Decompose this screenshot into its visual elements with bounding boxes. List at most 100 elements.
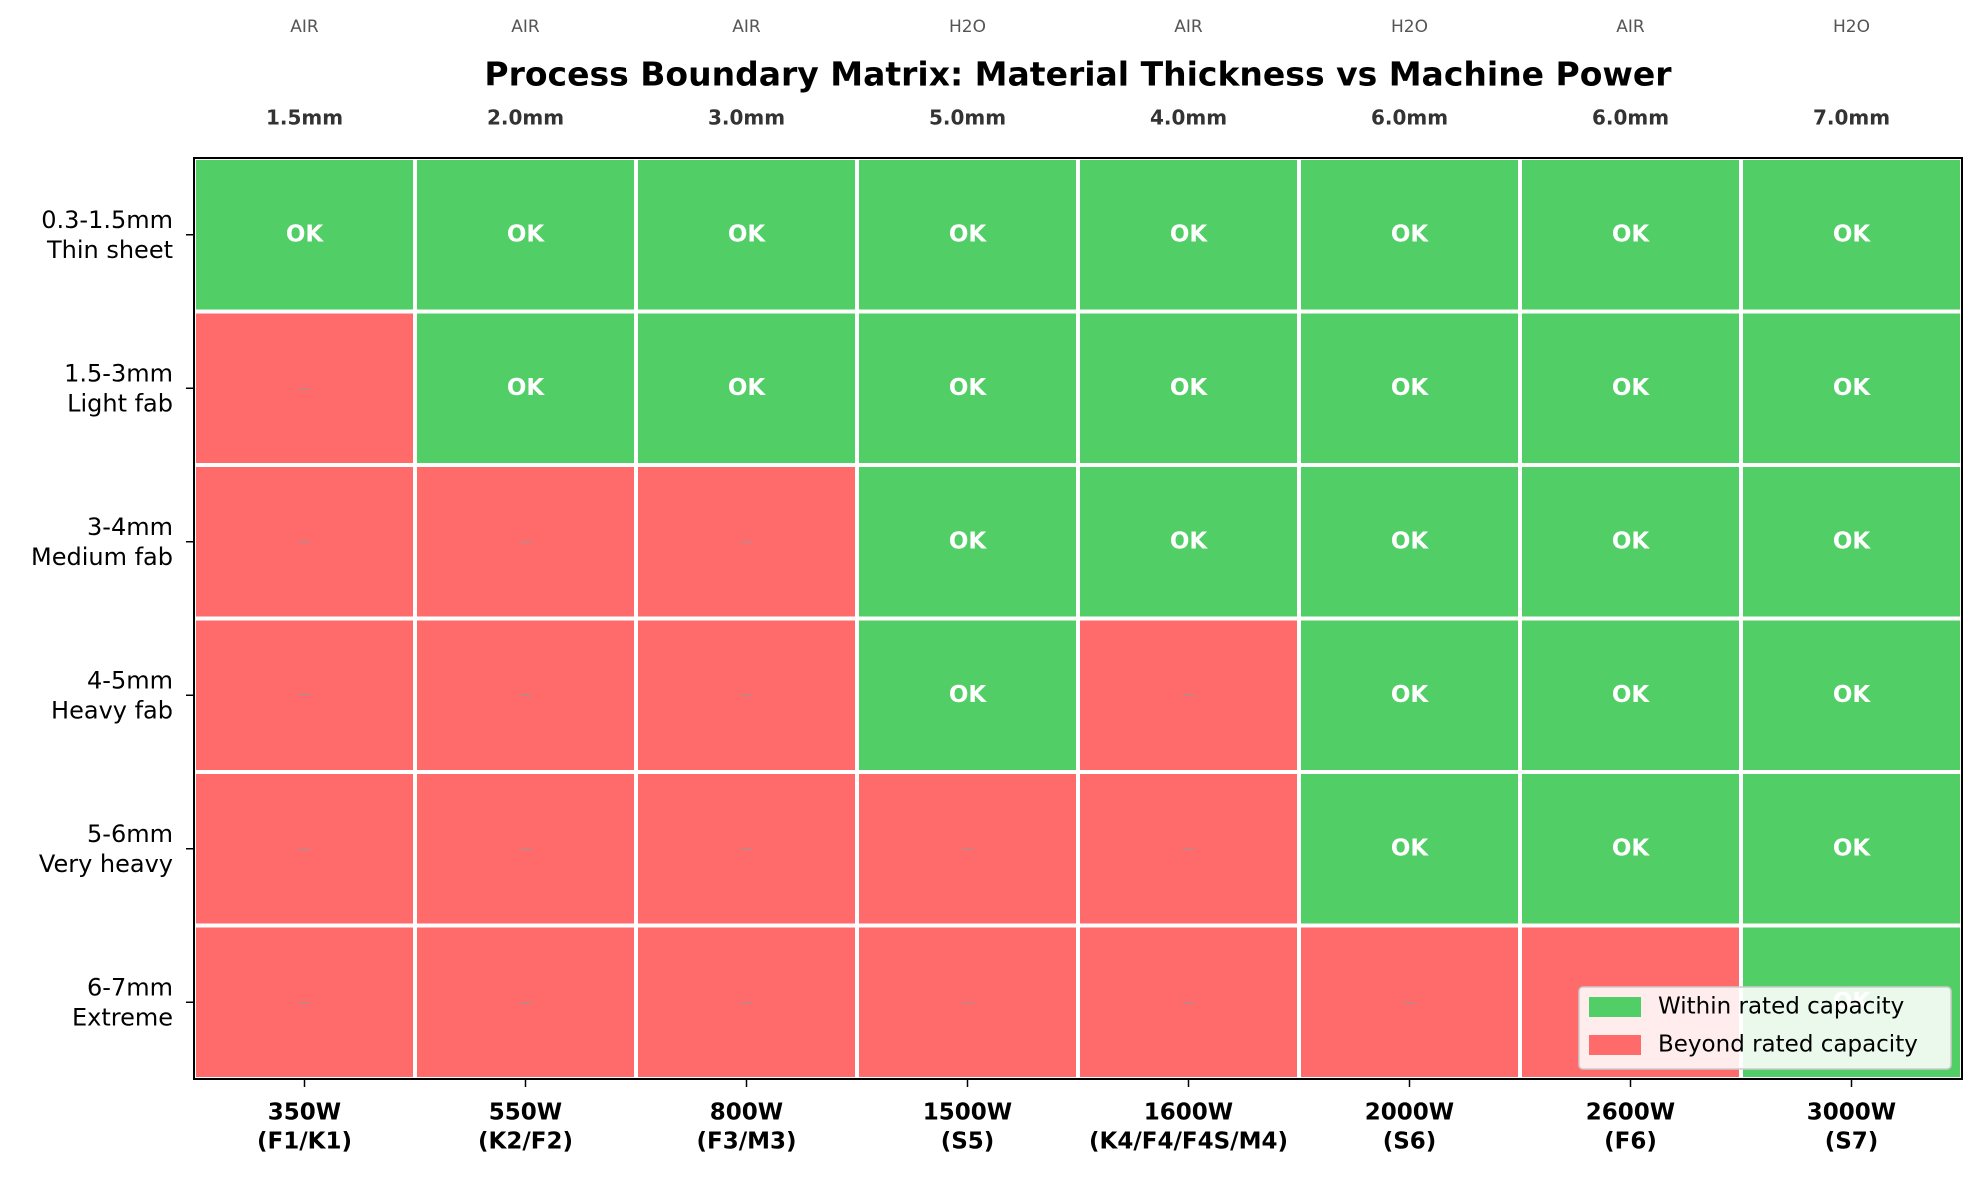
cell: [855, 770, 1080, 928]
y-tick-sublabel: Medium fab: [31, 543, 173, 571]
y-tick-label: 1.5-3mm: [64, 359, 173, 387]
cell-label: —: [1182, 995, 1195, 1010]
x-tick-sublabel: (F6): [1604, 1129, 1657, 1155]
cell-label: OK: [286, 221, 325, 247]
cell-label: OK: [1391, 835, 1430, 861]
y-tick-sublabel: Extreme: [72, 1003, 173, 1031]
cell: [634, 923, 859, 1081]
cooling-label: AIR: [732, 17, 761, 37]
x-tick-label: 3000W: [1807, 1100, 1896, 1126]
cell-label: —: [298, 534, 311, 549]
cooling-label: AIR: [290, 17, 319, 37]
x-tick-label: 1600W: [1144, 1100, 1233, 1126]
plot-frame: [193, 157, 1963, 1080]
cell-label: OK: [728, 221, 767, 247]
x-tick-label: 550W: [489, 1100, 562, 1126]
cooling-label: H2O: [1391, 17, 1428, 37]
thickness-label: 2.0mm: [487, 106, 564, 130]
y-tick-label: 4-5mm: [87, 666, 173, 694]
cell-label: —: [961, 841, 974, 856]
x-tick-sublabel: (S5): [941, 1129, 995, 1155]
cooling-label: AIR: [511, 17, 540, 37]
cell-label: —: [298, 995, 311, 1010]
cell: [855, 309, 1080, 467]
y-tick-sublabel: Thin sheet: [46, 236, 173, 264]
x-tick-sublabel: (S6): [1383, 1129, 1437, 1155]
x-tick-sublabel: (F1/K1): [257, 1129, 352, 1155]
x-tick-sublabel: (F3/M3): [696, 1129, 796, 1155]
cell-label: OK: [507, 375, 546, 401]
cell-label: OK: [1170, 375, 1209, 401]
cell: [1297, 309, 1522, 467]
cell: [1739, 156, 1964, 314]
thickness-label: 7.0mm: [1813, 106, 1890, 130]
cell-label: —: [740, 534, 753, 549]
cell-label: —: [519, 841, 532, 856]
cell-label: —: [1182, 841, 1195, 856]
x-tick-sublabel: (K4/F4/F4S/M4): [1089, 1129, 1288, 1155]
y-tick-label: 6-7mm: [87, 973, 173, 1001]
y-tick-sublabel: Light fab: [67, 389, 173, 417]
cell-label: OK: [1391, 528, 1430, 554]
cooling-label: AIR: [1616, 17, 1645, 37]
cell: [413, 463, 638, 621]
x-tick-label: 2000W: [1365, 1100, 1454, 1126]
cell: [413, 309, 638, 467]
cell-label: OK: [949, 221, 988, 247]
cell-label: OK: [1833, 835, 1872, 861]
cell: [855, 616, 1080, 774]
cell: [634, 616, 859, 774]
y-tick-sublabel: Heavy fab: [51, 696, 173, 724]
cell: [1739, 770, 1964, 928]
cell: [634, 463, 859, 621]
cell: [855, 463, 1080, 621]
thickness-label: 4.0mm: [1150, 106, 1227, 130]
legend-box: [1578, 986, 1952, 1070]
x-tick-label: 800W: [710, 1100, 783, 1126]
cell-label: OK: [1612, 835, 1651, 861]
cell-label: OK: [1391, 221, 1430, 247]
cell-label: —: [298, 381, 311, 396]
cell-label: OK: [1833, 528, 1872, 554]
x-tick-label: 1500W: [923, 1100, 1012, 1126]
cooling-label: H2O: [1833, 17, 1870, 37]
thickness-label: 5.0mm: [929, 106, 1006, 130]
legend-label: Within rated capacity: [1658, 994, 1904, 1020]
cell-label: OK: [1833, 375, 1872, 401]
cell-label: —: [961, 995, 974, 1010]
cell: [1518, 616, 1743, 774]
cell-label: OK: [1612, 682, 1651, 708]
thickness-label: 6.0mm: [1592, 106, 1669, 130]
cell: [1297, 923, 1522, 1081]
cell-label: —: [1403, 995, 1416, 1010]
cell-label: OK: [949, 375, 988, 401]
cell-label: OK: [507, 221, 546, 247]
cell: [192, 156, 417, 314]
legend-swatch: [1589, 997, 1641, 1017]
cell-label: —: [1182, 688, 1195, 703]
cell: [1518, 770, 1743, 928]
y-tick-label: 5-6mm: [87, 820, 173, 848]
cell: [1518, 463, 1743, 621]
legend-label: Beyond rated capacity: [1658, 1032, 1918, 1058]
cell-label: OK: [949, 682, 988, 708]
x-tick-label: 2600W: [1586, 1100, 1675, 1126]
cell: [413, 923, 638, 1081]
cell-label: OK: [1612, 528, 1651, 554]
cell-label: OK: [1170, 221, 1209, 247]
cell-label: OK: [1833, 221, 1872, 247]
cell-label: —: [740, 841, 753, 856]
cell-label: OK: [728, 375, 767, 401]
cell-label: —: [519, 995, 532, 1010]
cell-label: OK: [1833, 682, 1872, 708]
thickness-label: 6.0mm: [1371, 106, 1448, 130]
y-tick-sublabel: Very heavy: [39, 850, 173, 878]
cooling-label: AIR: [1174, 17, 1203, 37]
y-tick-label: 0.3-1.5mm: [41, 206, 173, 234]
cell-label: OK: [949, 528, 988, 554]
cell-label: OK: [1612, 375, 1651, 401]
cell-label: OK: [1391, 682, 1430, 708]
cell: [1076, 923, 1301, 1081]
cell-label: OK: [1170, 528, 1209, 554]
